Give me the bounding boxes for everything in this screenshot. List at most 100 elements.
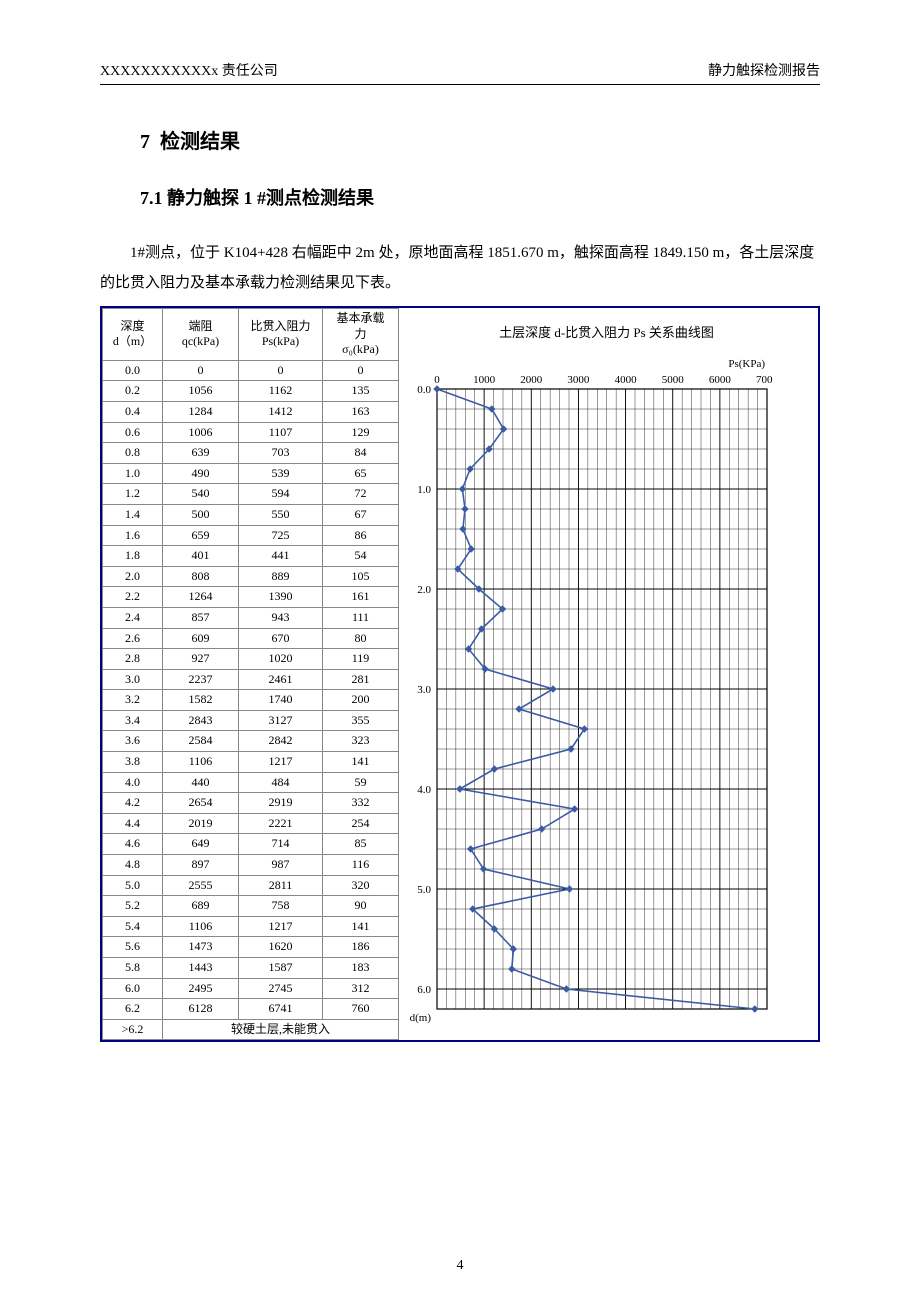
table-cell: 889 xyxy=(239,566,323,587)
table-row: 1.840144154 xyxy=(103,546,399,567)
table-cell: 2811 xyxy=(239,875,323,896)
table-cell: 1264 xyxy=(163,587,239,608)
table-cell: 90 xyxy=(323,896,399,917)
table-row: 1.254059472 xyxy=(103,484,399,505)
table-cell: 2.6 xyxy=(103,628,163,649)
x-tick-label: 3000 xyxy=(567,374,590,386)
table-cell: 440 xyxy=(163,772,239,793)
table-cell: 725 xyxy=(239,525,323,546)
table-cell: 3.0 xyxy=(103,669,163,690)
table-cell: 0.8 xyxy=(103,443,163,464)
x-tick-label: 1000 xyxy=(473,374,496,386)
table-cell: 183 xyxy=(323,958,399,979)
y-tick-label: 1.0 xyxy=(417,484,431,496)
table-cell: 1284 xyxy=(163,401,239,422)
table-row: 2.0808889105 xyxy=(103,566,399,587)
table-row: 5.814431587183 xyxy=(103,958,399,979)
table-footer-row: >6.2较硬土层,未能贯入 xyxy=(103,1019,399,1040)
table-cell: 1587 xyxy=(239,958,323,979)
table-cell: 0.0 xyxy=(103,360,163,381)
table-row: 0.210561162135 xyxy=(103,381,399,402)
depth-ps-chart: 010002000300040005000600070000.01.02.03.… xyxy=(403,355,773,1025)
table-cell: 2555 xyxy=(163,875,239,896)
y-tick-label: 4.0 xyxy=(417,784,431,796)
x-tick-label: 6000 xyxy=(709,374,732,386)
table-row: 6.024952745312 xyxy=(103,978,399,999)
y-tick-label: 6.0 xyxy=(417,984,431,996)
table-cell: 281 xyxy=(323,669,399,690)
table-cell: 2461 xyxy=(239,669,323,690)
table-cell: 2.2 xyxy=(103,587,163,608)
table-cell: 401 xyxy=(163,546,239,567)
table-cell: 141 xyxy=(323,752,399,773)
header-left: XXXXXXXXXXXx 责任公司 xyxy=(100,60,278,80)
table-cell: 2.0 xyxy=(103,566,163,587)
table-row: 0.863970384 xyxy=(103,443,399,464)
table-cell: 927 xyxy=(163,649,239,670)
table-cell: 1412 xyxy=(239,401,323,422)
table-cell: 161 xyxy=(323,587,399,608)
table-cell: 0 xyxy=(323,360,399,381)
table-cell: 2495 xyxy=(163,978,239,999)
table-cell: 2019 xyxy=(163,813,239,834)
x-tick-label: 0 xyxy=(434,374,440,386)
section-title: 7 检测结果 xyxy=(140,125,820,154)
table-cell: 1.6 xyxy=(103,525,163,546)
table-cell: 6741 xyxy=(239,999,323,1020)
page-number: 4 xyxy=(0,1258,920,1274)
table-cell: 758 xyxy=(239,896,323,917)
table-cell: 689 xyxy=(163,896,239,917)
header-right: 静力触探检测报告 xyxy=(708,60,820,80)
table-cell: 0.4 xyxy=(103,401,163,422)
table-cell: 500 xyxy=(163,504,239,525)
page-header: XXXXXXXXXXXx 责任公司 静力触探检测报告 xyxy=(100,60,820,85)
table-cell: >6.2 xyxy=(103,1019,163,1040)
table-row: 1.049053965 xyxy=(103,463,399,484)
table-cell: 1020 xyxy=(239,649,323,670)
table-cell: 714 xyxy=(239,834,323,855)
subsection-name: 静力触探 1 #测点检测结果 xyxy=(167,188,374,208)
table-cell: 3.8 xyxy=(103,752,163,773)
table-cell: 490 xyxy=(163,463,239,484)
table-cell: 85 xyxy=(323,834,399,855)
subsection-num: 7.1 xyxy=(140,188,163,208)
table-cell: 1056 xyxy=(163,381,239,402)
table-cell: 3.6 xyxy=(103,731,163,752)
table-cell: 5.8 xyxy=(103,958,163,979)
table-cell: 703 xyxy=(239,443,323,464)
table-cell: 0 xyxy=(239,360,323,381)
table-cell: 808 xyxy=(163,566,239,587)
table-row: 3.022372461281 xyxy=(103,669,399,690)
y-axis-label: d(m) xyxy=(410,1012,432,1024)
table-cell: 1217 xyxy=(239,752,323,773)
table-cell: 135 xyxy=(323,381,399,402)
table-cell: 119 xyxy=(323,649,399,670)
table-cell: 441 xyxy=(239,546,323,567)
table-row: 0.412841412163 xyxy=(103,401,399,422)
table-header: 深度d（m） xyxy=(103,309,163,361)
table-row: 3.625842842323 xyxy=(103,731,399,752)
table-cell: 200 xyxy=(323,690,399,711)
table-cell: 355 xyxy=(323,710,399,731)
table-cell: 594 xyxy=(239,484,323,505)
table-cell: 3.4 xyxy=(103,710,163,731)
y-tick-label: 2.0 xyxy=(417,584,431,596)
table-cell: 141 xyxy=(323,916,399,937)
table-row: 5.025552811320 xyxy=(103,875,399,896)
chart-area: 010002000300040005000600070000.01.02.03.… xyxy=(403,355,810,1029)
table-cell: 312 xyxy=(323,978,399,999)
table-cell: 539 xyxy=(239,463,323,484)
table-cell: 1006 xyxy=(163,422,239,443)
table-cell: 320 xyxy=(323,875,399,896)
table-cell: 54 xyxy=(323,546,399,567)
x-tick-label: 7000 xyxy=(756,374,773,386)
table-cell: 1.8 xyxy=(103,546,163,567)
table-row: 2.212641390161 xyxy=(103,587,399,608)
table-cell: 943 xyxy=(239,607,323,628)
table-cell: 1582 xyxy=(163,690,239,711)
table-cell: 2745 xyxy=(239,978,323,999)
x-tick-label: 4000 xyxy=(615,374,638,386)
table-cell: 2843 xyxy=(163,710,239,731)
table-cell: 5.2 xyxy=(103,896,163,917)
intro-paragraph: 1#测点，位于 K104+428 右幅距中 2m 处，原地面高程 1851.67… xyxy=(100,238,820,298)
